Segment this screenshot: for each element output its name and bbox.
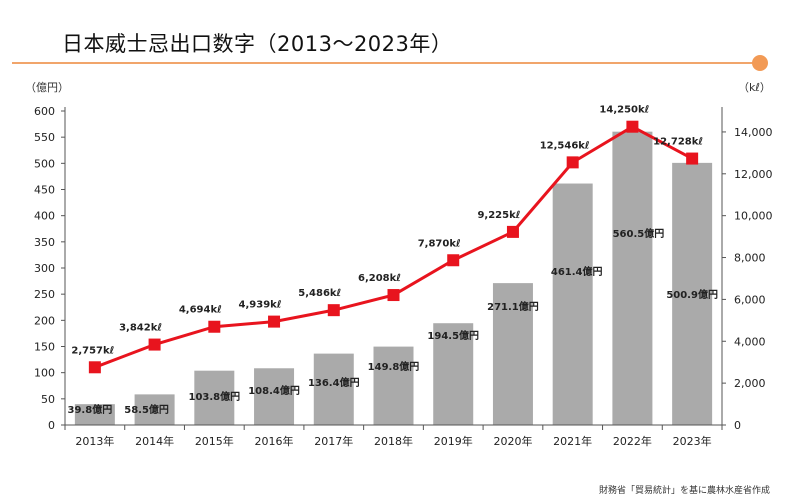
line-series	[88, 120, 699, 374]
line-point	[268, 315, 281, 328]
bar-value-label: 108.4億円	[248, 384, 300, 397]
x-tick-label: 2015年	[195, 434, 234, 448]
bar	[313, 353, 354, 425]
right-tick-label: 4,000	[734, 335, 766, 348]
bar-series	[74, 131, 713, 425]
left-tick-label: 50	[41, 393, 55, 406]
x-tick-label: 2019年	[434, 434, 473, 448]
right-axis-unit: （kℓ）	[738, 81, 771, 94]
line-point	[88, 361, 101, 374]
left-tick-label: 550	[34, 131, 55, 144]
x-axis: 2013年 2014年 2015年 2016年 2017年 2018年 2019年 2020年…	[64, 424, 723, 448]
bar-value-label: 194.5億円	[427, 329, 479, 342]
left-tick-label: 0	[48, 419, 55, 432]
bar	[672, 162, 713, 425]
line-point	[387, 289, 400, 302]
line-point	[327, 304, 340, 317]
line-value-label: 6,208kℓ	[358, 273, 401, 284]
x-tick-label: 2017年	[314, 434, 353, 448]
bar	[254, 368, 295, 425]
source-note: 財務省「貿易統計」を基に農林水産省作成	[598, 486, 770, 496]
bar	[492, 283, 533, 425]
line-point	[626, 120, 639, 133]
line-point	[566, 156, 579, 169]
left-tick-label: 250	[34, 288, 55, 301]
line-path	[94, 124, 693, 369]
export-chart: （億円） （kℓ） 0 50 100 150 200 250 300 350 400 450 500…	[25, 81, 773, 448]
line-value-label: 14,250kℓ	[599, 105, 649, 116]
right-axis: 0 2,000 4,000 6,000 8,000 10,000 12,000 14,000	[721, 107, 773, 432]
left-tick-label: 500	[34, 157, 55, 170]
left-axis: 0 50 100 150 200 250 300 350 400 450 500 550 600	[34, 105, 66, 432]
bar	[74, 404, 115, 425]
line-point	[447, 254, 460, 267]
bar-value-label: 461.4億円	[551, 265, 603, 278]
line-value-label: 12,728kℓ	[653, 137, 703, 148]
x-tick-label: 2023年	[673, 434, 712, 448]
bar-value-label: 39.8億円	[68, 403, 113, 416]
x-tick-label: 2016年	[255, 434, 294, 448]
right-tick-label: 10,000	[734, 210, 773, 223]
left-tick-label: 100	[34, 367, 55, 380]
bar-value-label: 136.4億円	[308, 376, 360, 389]
line-value-label: 7,870kℓ	[418, 238, 461, 249]
bar	[373, 346, 414, 425]
line-value-label: 9,225kℓ	[477, 210, 520, 221]
right-tick-label: 8,000	[734, 252, 766, 265]
left-tick-label: 450	[34, 184, 55, 197]
bar	[134, 394, 175, 425]
line-point	[208, 320, 221, 333]
line-value-label: 5,486kℓ	[298, 288, 341, 299]
line-labels: 2,757kℓ 3,842kℓ 4,694kℓ 4,939kℓ 5,486kℓ 6,208…	[71, 105, 703, 357]
x-tick-label: 2014年	[135, 434, 174, 448]
line-value-label: 12,546kℓ	[540, 140, 590, 151]
bar	[552, 183, 593, 425]
right-tick-label: 6,000	[734, 293, 766, 306]
x-tick-label: 2021年	[553, 434, 592, 448]
right-tick-label: 12,000	[734, 168, 773, 181]
left-tick-label: 200	[34, 314, 55, 327]
title-marker-icon	[752, 55, 768, 71]
line-value-label: 4,939kℓ	[239, 300, 282, 311]
right-tick-label: 2,000	[734, 377, 766, 390]
bar	[433, 323, 474, 425]
left-tick-label: 300	[34, 262, 55, 275]
left-tick-label: 350	[34, 236, 55, 249]
x-tick-label: 2018年	[374, 434, 413, 448]
x-tick-label: 2013年	[75, 434, 114, 448]
left-axis-unit: （億円）	[25, 81, 69, 94]
left-tick-label: 600	[34, 105, 55, 118]
bar-labels: 39.8億円 58.5億円 103.8億円 108.4億円 136.4億円 149.8億円…	[68, 227, 718, 416]
line-value-label: 3,842kℓ	[119, 323, 162, 334]
bar-value-label: 271.1億円	[487, 300, 539, 313]
right-tick-label: 0	[734, 419, 741, 432]
line-point	[148, 338, 161, 351]
line-point	[686, 152, 699, 165]
title-divider	[12, 62, 757, 64]
x-tick-label: 2022年	[613, 434, 652, 448]
bar	[194, 370, 235, 425]
page-title: 日本威士忌出口数字（2013～2023年）	[62, 32, 453, 56]
bar-value-label: 149.8億円	[368, 360, 420, 373]
bar-value-label: 500.9億円	[666, 288, 718, 301]
line-point	[506, 225, 519, 238]
bar-value-label: 560.5億円	[613, 227, 665, 240]
line-value-label: 2,757kℓ	[71, 345, 114, 356]
right-tick-label: 14,000	[734, 126, 773, 139]
left-tick-label: 400	[34, 210, 55, 223]
bar-value-label: 58.5億円	[124, 403, 169, 416]
line-value-label: 4,694kℓ	[179, 305, 222, 316]
bar	[612, 131, 653, 425]
bar-value-label: 103.8億円	[188, 390, 240, 403]
left-tick-label: 150	[34, 341, 55, 354]
x-tick-label: 2020年	[493, 434, 532, 448]
